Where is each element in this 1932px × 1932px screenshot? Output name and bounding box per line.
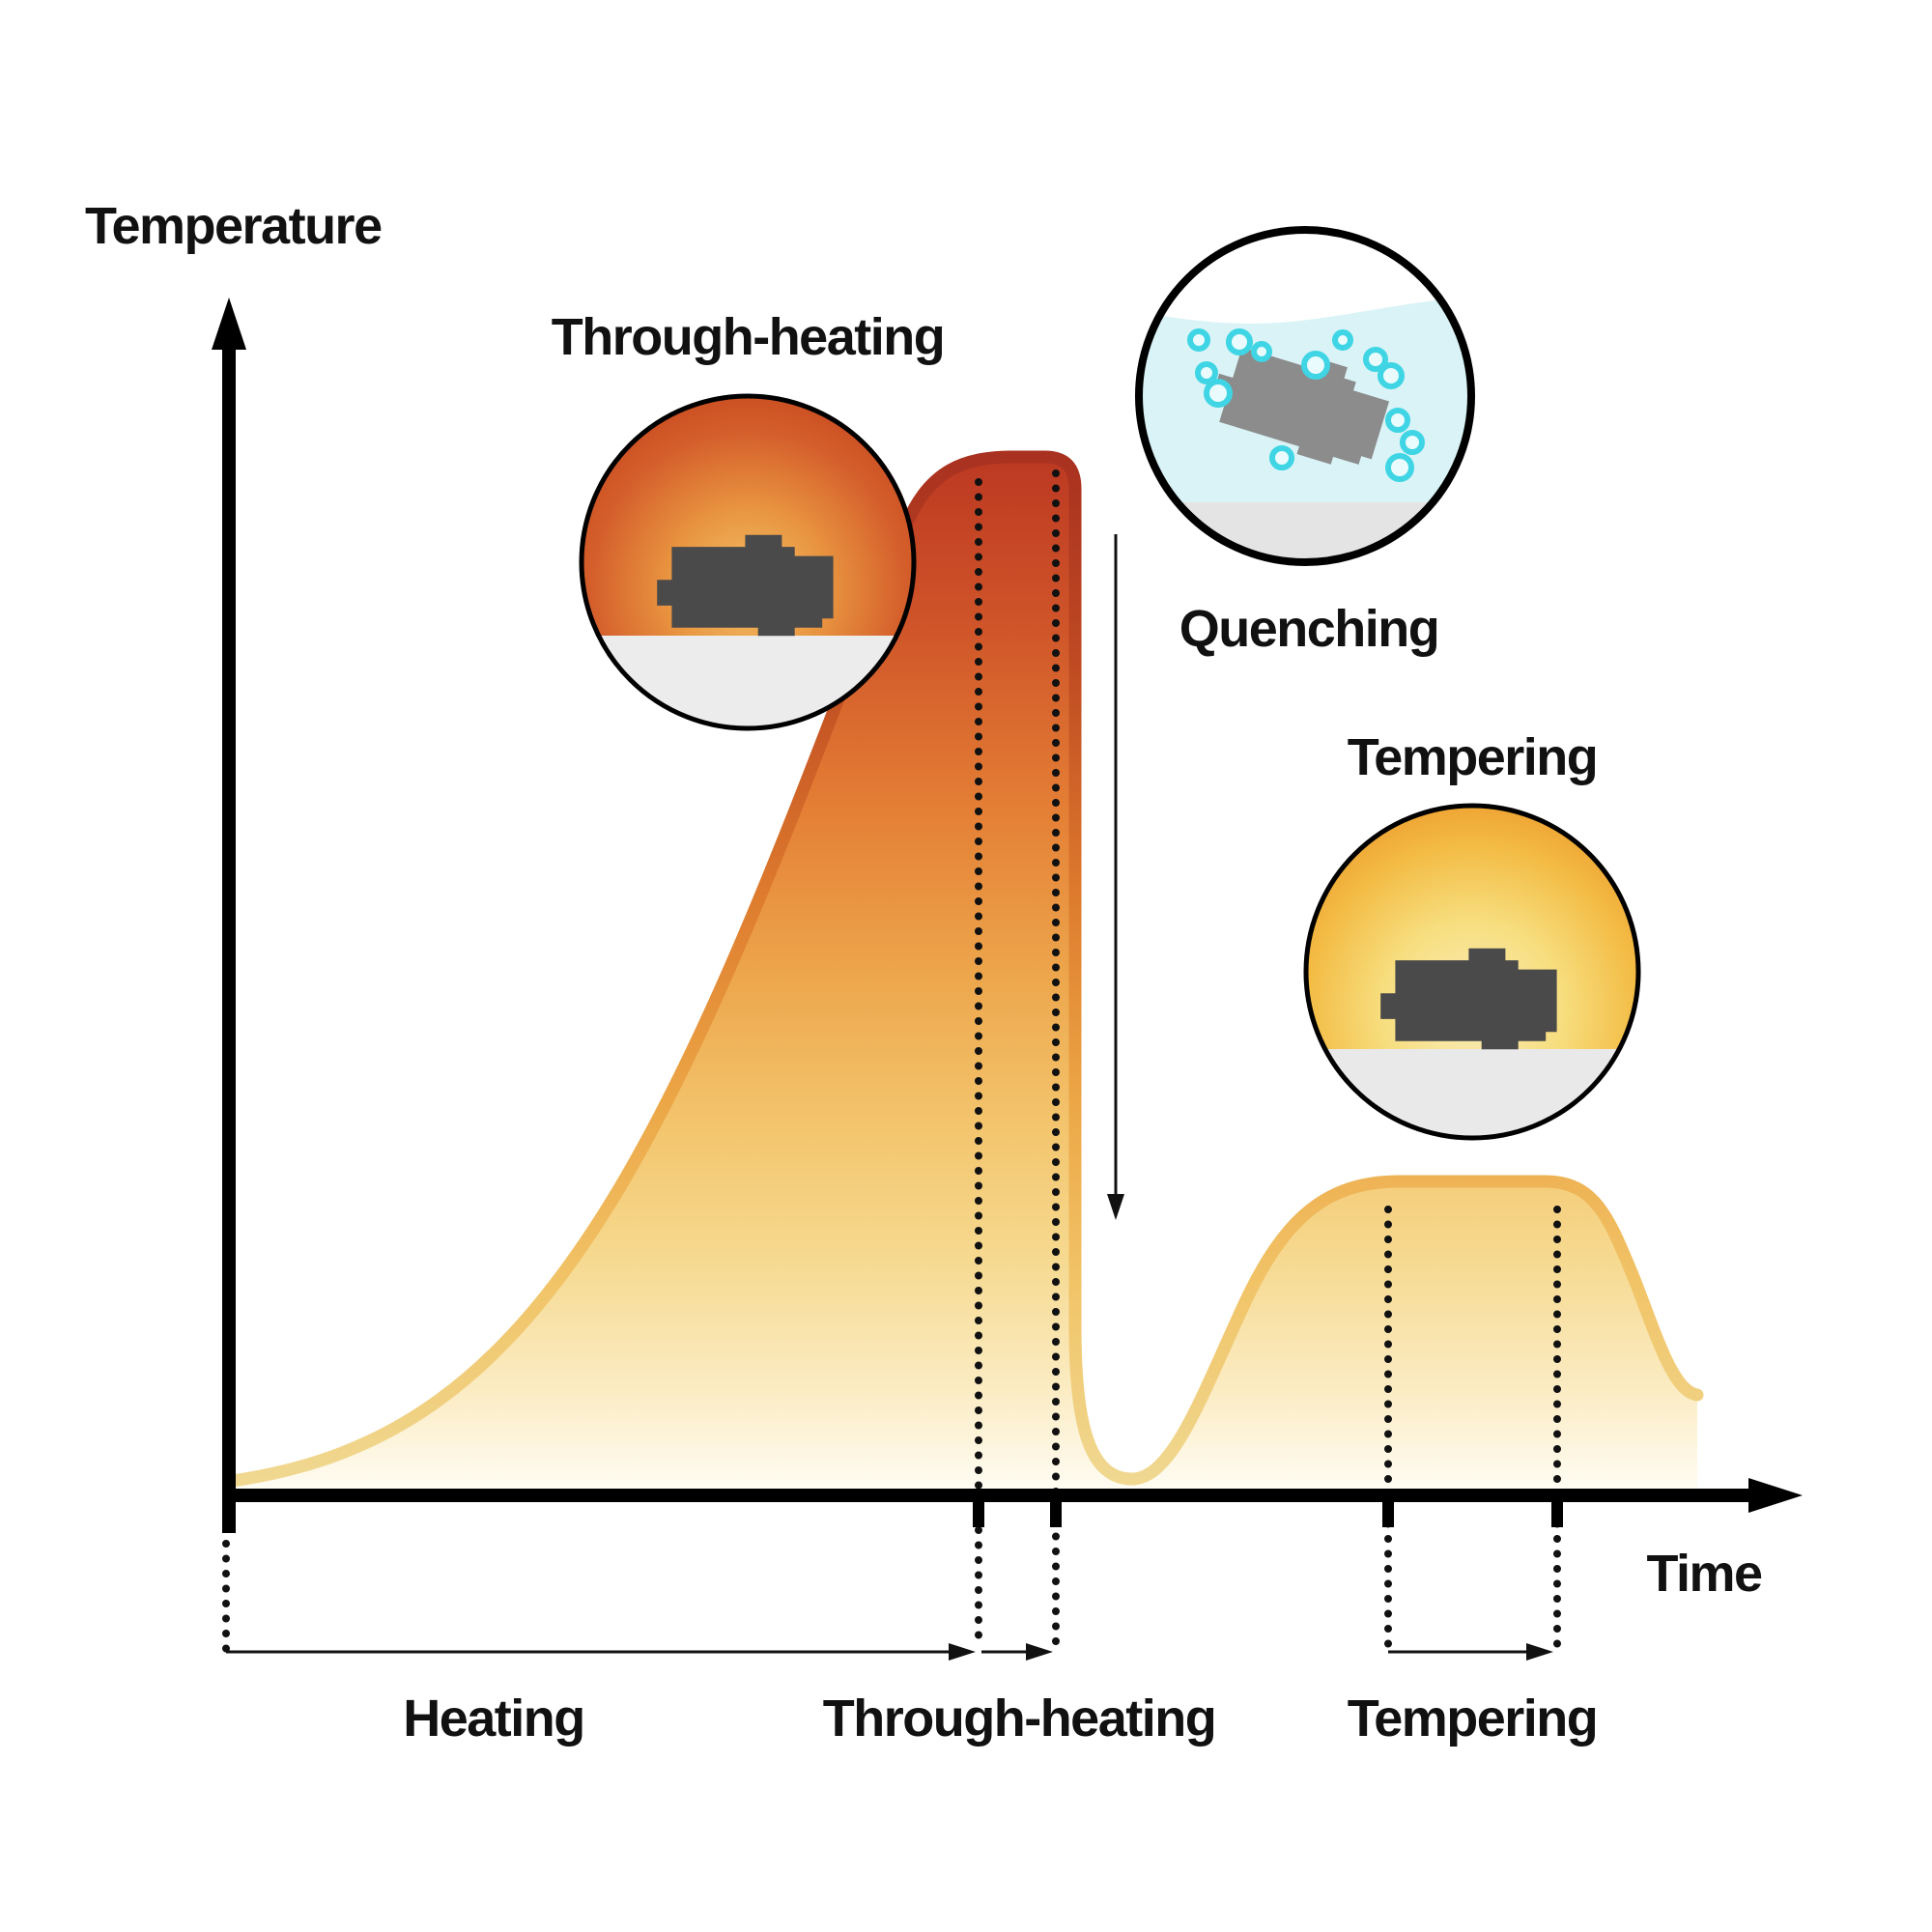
x-axis-line: [222, 1489, 1754, 1502]
temper-floor: [1306, 1049, 1638, 1138]
tempering-inset-label: Tempering: [1347, 728, 1599, 786]
dotted-guides: [222, 469, 1561, 1656]
axes: [212, 298, 1803, 1533]
bubble-icon: [1385, 453, 1414, 482]
through-heating-inset-label: Through-heating: [551, 308, 946, 366]
tempering-inset-ring: [1303, 803, 1641, 1141]
bubble-icon: [1226, 328, 1253, 355]
x-axis-arrowhead: [1748, 1478, 1803, 1513]
bubble-icon: [1332, 329, 1353, 351]
tempering-inset: [1303, 803, 1641, 1141]
y-axis-line: [222, 336, 236, 1533]
bubble-icon: [1385, 408, 1410, 433]
quenching-arrow: [1107, 534, 1124, 1220]
bubbles: [1187, 328, 1425, 482]
bubble-icon: [1187, 328, 1210, 352]
heating-span-arrowhead: [949, 1643, 976, 1661]
quenching-arrowhead: [1107, 1194, 1124, 1220]
tick-tempering-start: [1382, 1495, 1394, 1527]
bubble-icon: [1378, 362, 1405, 389]
temperature-curve-line: [225, 450, 1704, 1488]
quenching-inset-ring: [1135, 226, 1475, 566]
through-heating-span-arrowhead: [1026, 1643, 1053, 1661]
bubble-icon: [1251, 341, 1272, 362]
phase-label-through-heating: Through-heating: [822, 1690, 1217, 1747]
bubble-icon: [1269, 445, 1294, 470]
bubble-icon: [1400, 430, 1425, 455]
phase-label-heating: Heating: [403, 1690, 585, 1747]
tempering-span-arrowhead: [1526, 1643, 1553, 1661]
tick-through-heating-start: [973, 1495, 984, 1527]
phase-label-tempering: Tempering: [1347, 1690, 1599, 1747]
bubble-icon: [1204, 379, 1233, 408]
bubble-icon: [1195, 361, 1218, 384]
temperature-curve-area: [232, 457, 1697, 1495]
quenching-inset-label: Quenching: [1179, 600, 1440, 658]
through-heating-inset-ring: [579, 393, 917, 731]
y-axis-arrowhead: [212, 298, 246, 350]
tick-through-heating-end: [1050, 1495, 1062, 1527]
quenching-inset: [1135, 226, 1475, 566]
y-axis-label: Temperature: [85, 197, 383, 255]
x-axis-label: Time: [1646, 1545, 1763, 1603]
phase-span-lines: [226, 1643, 1553, 1661]
tick-tempering-end: [1551, 1495, 1563, 1527]
bubble-icon: [1363, 347, 1388, 372]
bubble-icon: [1301, 351, 1330, 380]
